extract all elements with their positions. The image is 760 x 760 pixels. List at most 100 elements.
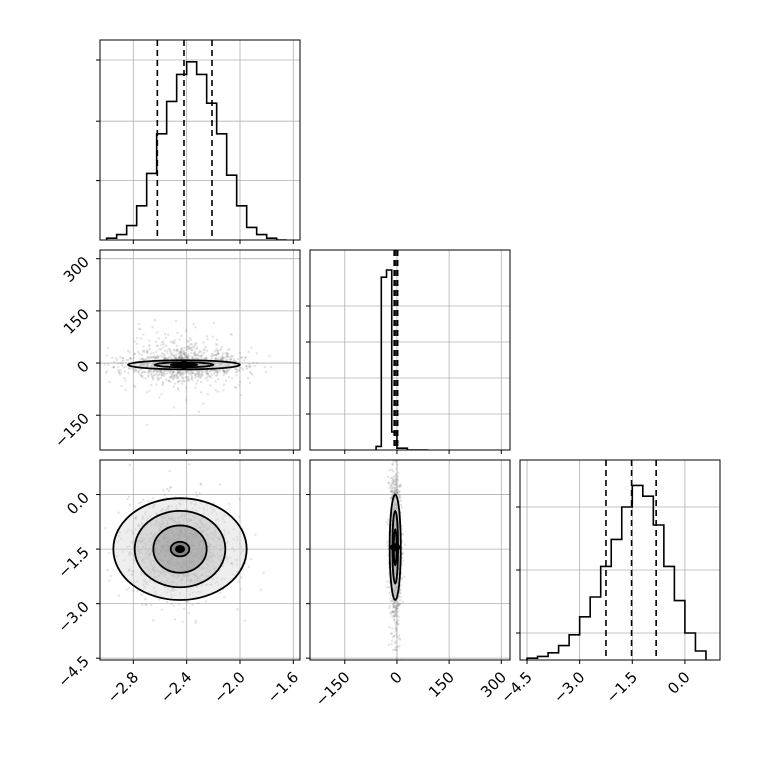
scatter-point [204, 584, 208, 587]
scatter-point [202, 542, 205, 546]
scatter-point [185, 555, 188, 558]
scatter-point [178, 530, 182, 533]
histogram-bar [611, 539, 622, 660]
scatter-point [169, 380, 172, 383]
scatter-point [164, 537, 167, 541]
scatter-point [187, 375, 190, 379]
scatter-point [219, 483, 222, 486]
scatter-point [163, 536, 166, 540]
scatter-point [395, 477, 398, 481]
scatter-point [168, 348, 172, 351]
y-tick-label: 0 [73, 357, 92, 376]
scatter-point [196, 553, 199, 556]
scatter-point [389, 476, 393, 480]
scatter-point [190, 579, 193, 582]
ticks-p4: −150 0 150 300 [306, 494, 510, 710]
scatter-point [189, 572, 192, 575]
scatter-point [394, 569, 397, 572]
scatter-point [222, 373, 226, 376]
scatter-point [394, 567, 397, 571]
scatter-point [151, 375, 154, 379]
scatter-point [189, 545, 193, 548]
scatter-point [219, 558, 222, 562]
scatter-point [117, 511, 120, 514]
scatter-point [230, 354, 233, 358]
scatter-point [393, 524, 397, 528]
scatter-point [162, 518, 165, 521]
scatter-point [235, 370, 239, 374]
scatter-point [222, 369, 225, 372]
scatter-point [390, 485, 394, 488]
scatter-point [219, 540, 222, 543]
scatter-point [137, 327, 141, 331]
scatter-point [199, 373, 203, 376]
scatter-point [161, 559, 165, 563]
histogram-bar [653, 525, 664, 660]
scatter-point [171, 340, 174, 344]
scatter-point [394, 625, 397, 628]
scatter-point [187, 575, 190, 578]
scatter-point [132, 558, 135, 562]
scatter-point [157, 557, 161, 561]
scatter-point [177, 534, 180, 537]
x-tick-label: −3.0 [550, 668, 588, 706]
scatter-point [195, 382, 198, 385]
scatter-point [177, 356, 181, 360]
scatter-point [191, 591, 194, 594]
scatter-point [393, 477, 396, 481]
scatter-point [171, 547, 175, 550]
scatter-point [180, 515, 184, 518]
scatter-point [225, 368, 229, 371]
scatter-point [166, 545, 170, 548]
scatter-point [176, 573, 180, 577]
scatter-point [209, 375, 212, 378]
scatter-point [201, 552, 204, 556]
scatter-point [193, 350, 197, 353]
scatter-point [232, 549, 236, 552]
scatter-point [393, 613, 396, 617]
scatter-point [171, 530, 174, 534]
scatter-point [205, 335, 208, 338]
scatter-point [182, 566, 185, 569]
scatter-point [178, 536, 181, 540]
scatter-point [158, 539, 161, 542]
scatter-point [158, 529, 161, 533]
scatter-point [213, 509, 216, 513]
scatter-point [221, 564, 225, 568]
scatter-point [163, 550, 167, 553]
scatter-point [177, 516, 180, 519]
scatter-point [193, 532, 196, 535]
scatter-point [127, 371, 130, 375]
scatter-point [392, 605, 395, 608]
scatter-point [153, 533, 156, 536]
scatter-point [398, 495, 401, 498]
scatter-point [166, 544, 169, 547]
scatter-point [214, 545, 217, 549]
scatter-point [203, 357, 206, 361]
scatter-point [397, 603, 400, 606]
scatter-point [185, 538, 188, 542]
scatter-point [184, 555, 187, 559]
scatter-point [168, 565, 171, 569]
scatter-point [159, 552, 163, 555]
scatter-point [210, 373, 213, 376]
scatter-point [172, 519, 176, 522]
scatter-point [185, 565, 189, 568]
y-tick-label: 0.0 [63, 489, 93, 519]
scatter-point [158, 574, 161, 578]
scatter-point [187, 347, 190, 350]
scatter-point [204, 529, 207, 533]
histogram-bar [117, 235, 127, 240]
scatter-point [175, 376, 178, 379]
scatter-point [173, 356, 176, 360]
scatter-point [225, 541, 228, 545]
scatter-point [391, 493, 394, 496]
scatter-point [395, 586, 398, 589]
scatter-point [163, 574, 167, 577]
scatter-point [150, 543, 154, 546]
scatter-point [152, 355, 155, 358]
scatter-point [197, 602, 200, 605]
scatter-point [160, 373, 163, 377]
scatter-point [147, 555, 150, 558]
scatter-point [154, 356, 158, 360]
